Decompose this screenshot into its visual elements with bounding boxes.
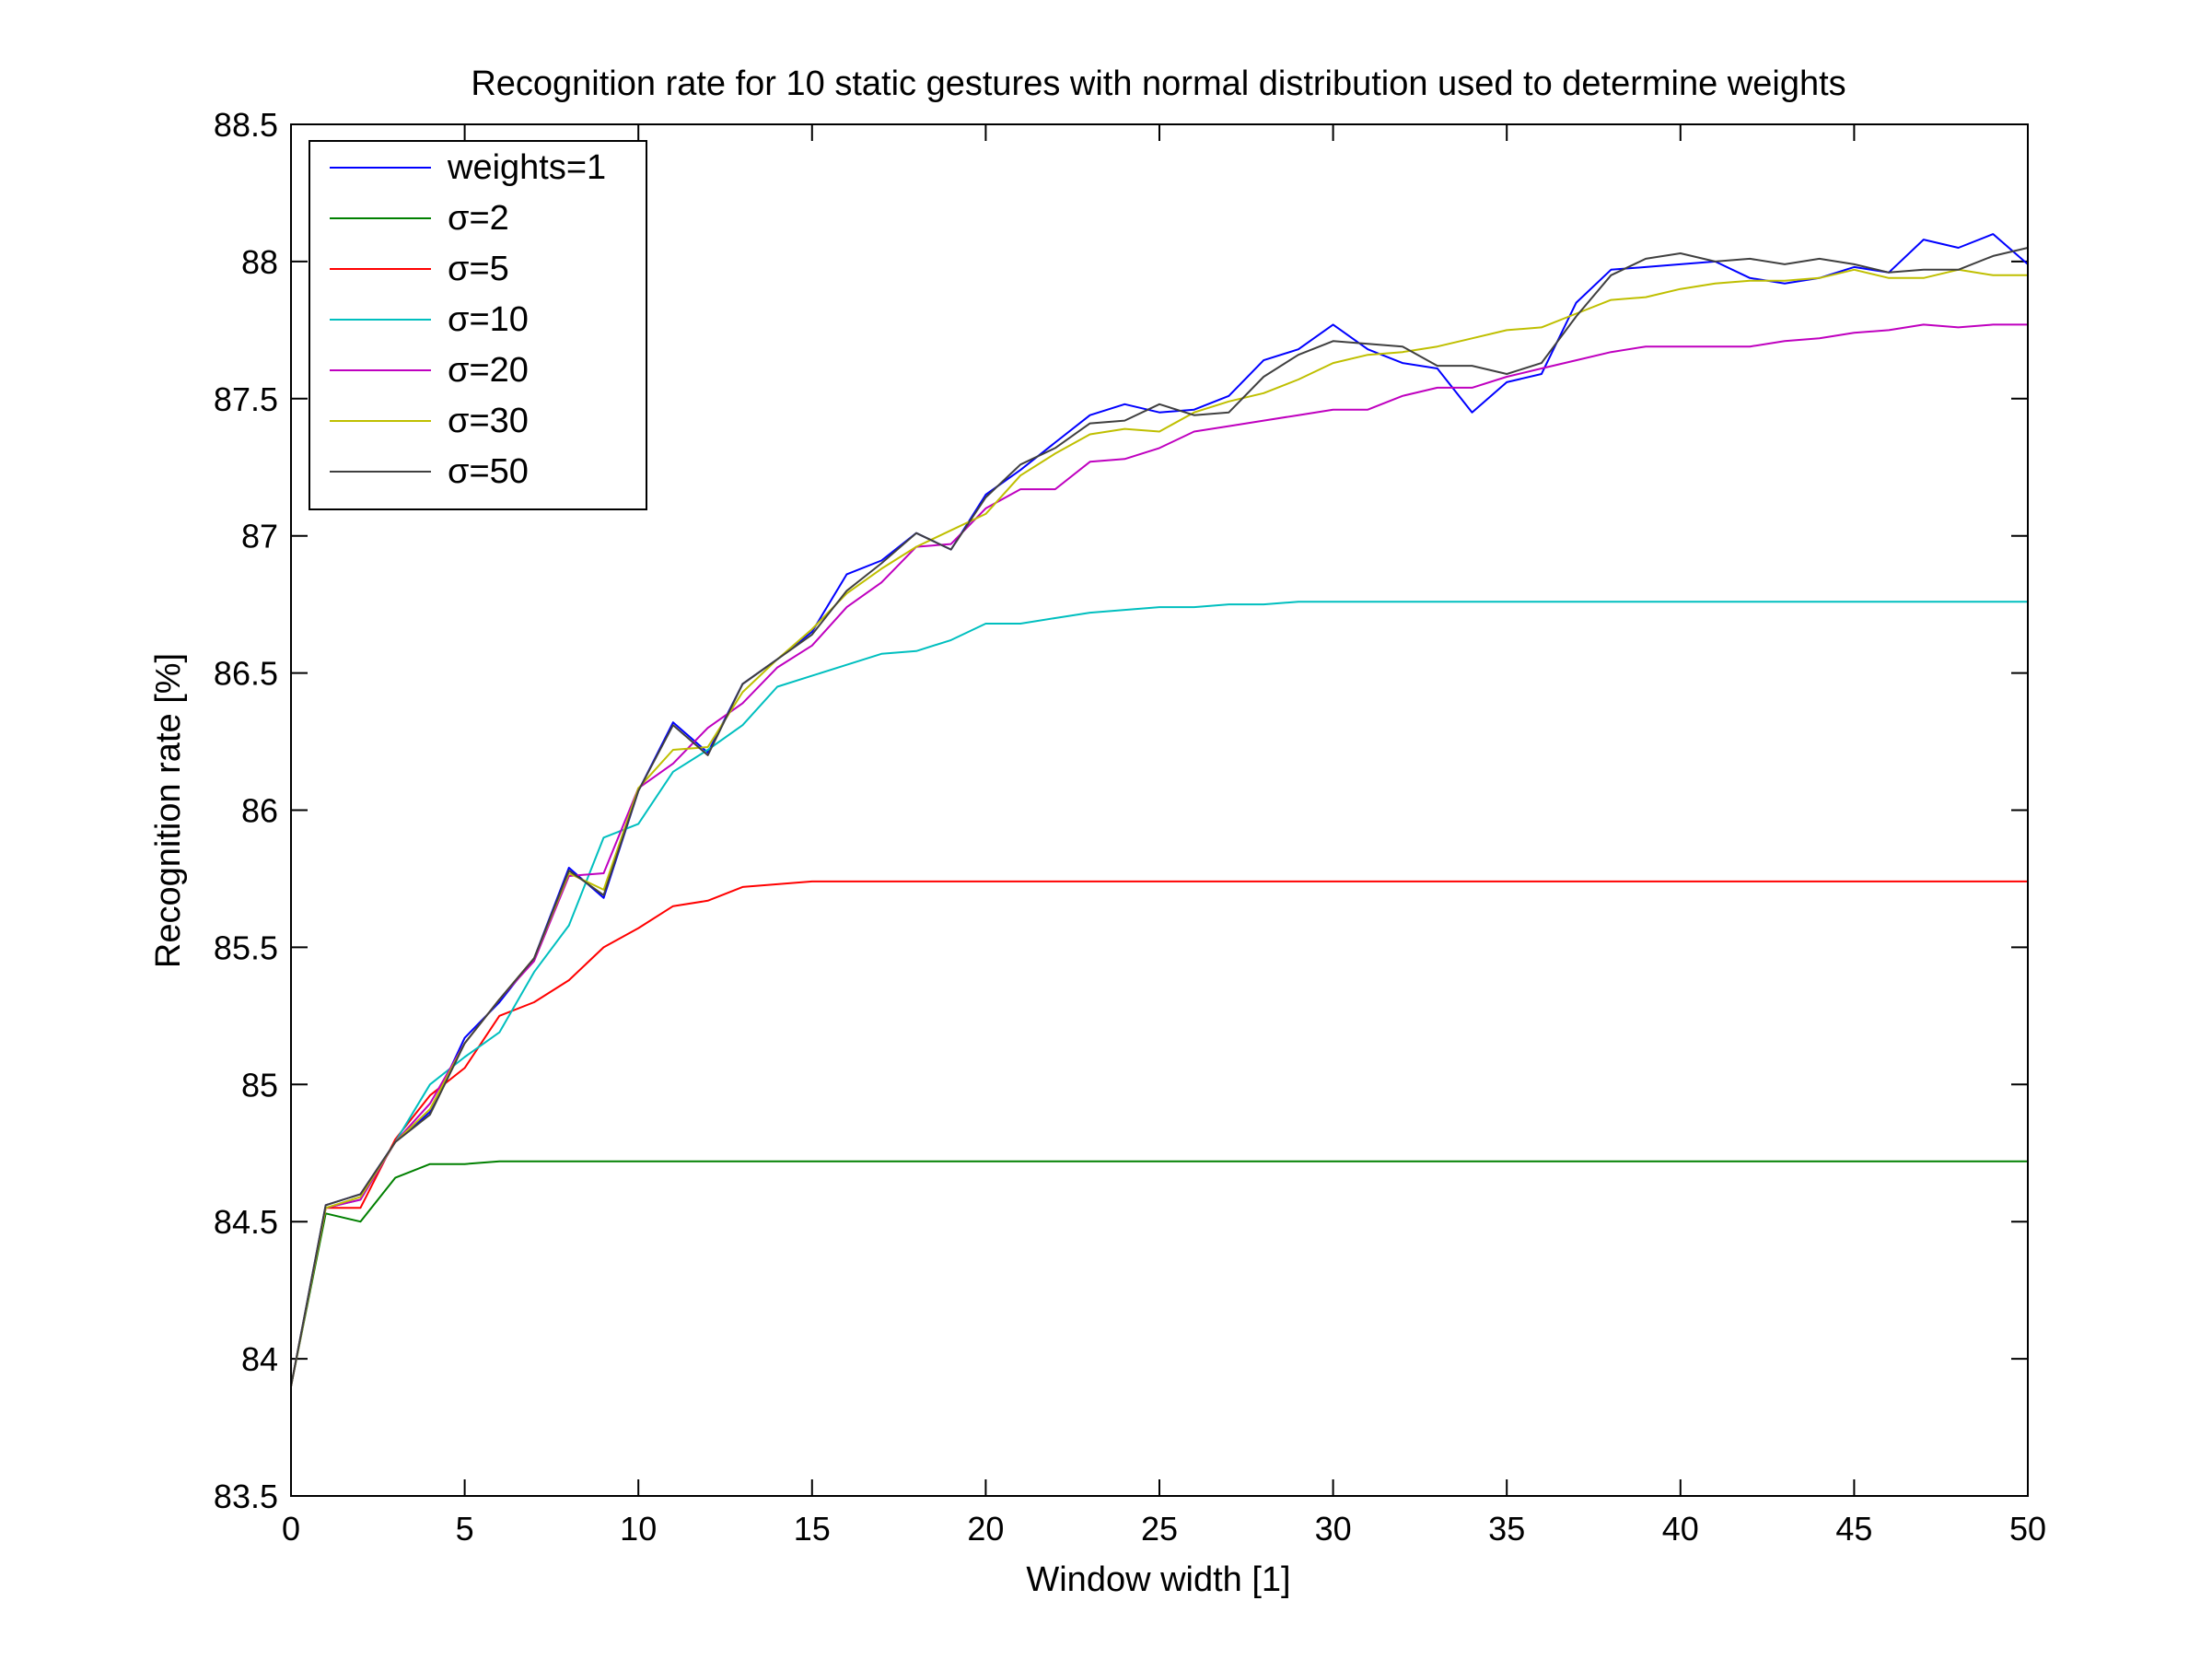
y-tick-label: 84.5	[214, 1203, 278, 1241]
legend-label-weights-1: weights=1	[447, 148, 606, 187]
chart-title: Recognition rate for 10 static gestures …	[471, 64, 1845, 103]
legend-label-sigma-10: σ=10	[448, 300, 529, 339]
x-tick-label: 45	[1835, 1510, 1872, 1548]
y-tick-label: 87.5	[214, 380, 278, 418]
y-tick-label: 83.5	[214, 1478, 278, 1515]
y-tick-label: 88	[241, 243, 278, 281]
series-layer	[290, 233, 2029, 1387]
series-line-sigma-10	[290, 601, 2028, 1387]
x-tick-label: 0	[282, 1510, 300, 1548]
y-tick-label: 88.5	[214, 106, 278, 144]
x-axis-label: Window width [1]	[1026, 1560, 1290, 1599]
x-tick-label: 25	[1141, 1510, 1178, 1548]
legend-box	[309, 140, 647, 510]
plot-frame	[290, 123, 2029, 1497]
x-tick-label: 30	[1315, 1510, 1352, 1548]
series-line-sigma-2	[290, 1160, 2028, 1387]
legend: weights=1 σ=2 σ=5 σ=10 σ=20 σ=30 σ=50	[309, 140, 647, 510]
x-tick-label: 35	[1488, 1510, 1525, 1548]
y-axis-label: Recognition rate [%]	[149, 653, 188, 968]
x-tick-label: 40	[1662, 1510, 1699, 1548]
y-tick-label: 86	[241, 792, 278, 830]
tick-labels: 0 5 10 15 20 25 30 35 40 45 50 83.5 84 84.5 85 85.5 86 86…	[214, 106, 2046, 1548]
y-tick-label: 86.5	[214, 655, 278, 693]
legend-label-sigma-50: σ=50	[448, 452, 529, 491]
x-tick-label: 5	[456, 1510, 474, 1548]
series-line-sigma-50	[290, 247, 2029, 1387]
x-tick-label: 10	[620, 1510, 657, 1548]
x-tick-label: 20	[967, 1510, 1004, 1548]
legend-label-sigma-20: σ=20	[448, 351, 529, 390]
y-tick-label: 87	[241, 518, 278, 555]
y-tick-label: 85	[241, 1066, 278, 1104]
x-tick-label: 50	[2009, 1510, 2046, 1548]
legend-label-sigma-30: σ=30	[448, 402, 529, 440]
series-line-sigma-5	[290, 880, 2028, 1387]
x-tick-label: 15	[794, 1510, 831, 1548]
y-tick-label: 84	[241, 1340, 278, 1378]
legend-label-sigma-5: σ=5	[448, 250, 509, 288]
axis-ticks	[290, 123, 2029, 1497]
legend-label-sigma-2: σ=2	[448, 199, 509, 238]
y-tick-label: 85.5	[214, 929, 278, 966]
series-line-sigma-20	[290, 323, 2028, 1387]
